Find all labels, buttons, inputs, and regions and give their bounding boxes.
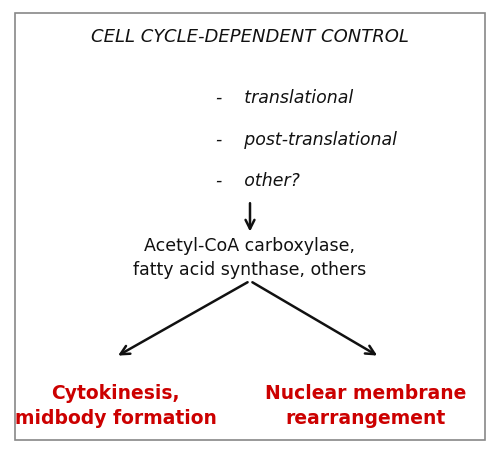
- Text: CELL CYCLE-DEPENDENT CONTROL: CELL CYCLE-DEPENDENT CONTROL: [91, 29, 409, 46]
- Text: fatty acid synthase, others: fatty acid synthase, others: [134, 261, 366, 279]
- Text: -    other?: - other?: [216, 172, 300, 190]
- Text: -    translational: - translational: [216, 89, 354, 107]
- Text: rearrangement: rearrangement: [285, 409, 446, 428]
- Text: Nuclear membrane: Nuclear membrane: [264, 385, 466, 404]
- Text: Cytokinesis,: Cytokinesis,: [52, 385, 180, 404]
- Text: midbody formation: midbody formation: [14, 409, 216, 428]
- Text: Acetyl-CoA carboxylase,: Acetyl-CoA carboxylase,: [144, 237, 356, 255]
- Text: -    post-translational: - post-translational: [216, 130, 398, 149]
